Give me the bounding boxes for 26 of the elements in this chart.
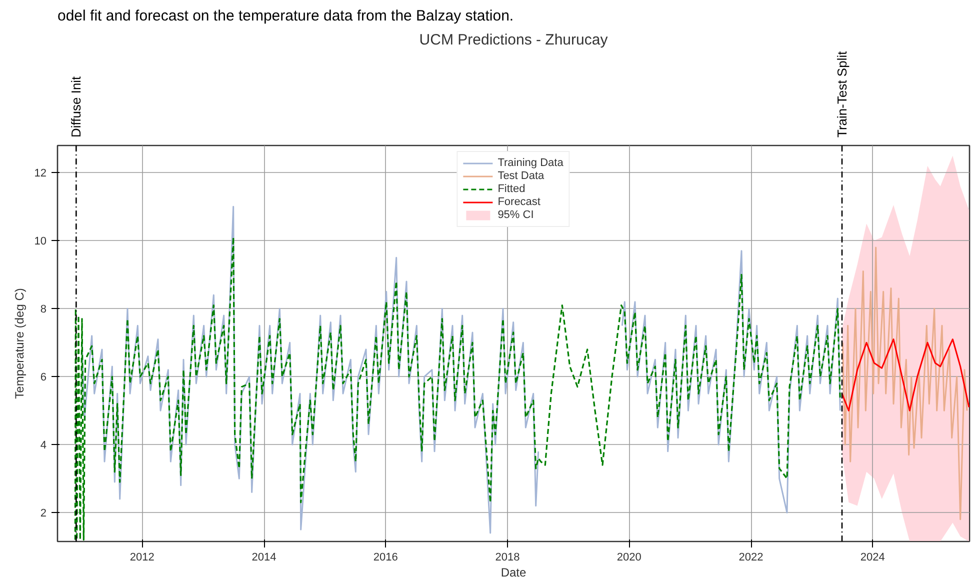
x-tick-label: 2014 xyxy=(252,552,276,564)
x-axis-title: Date xyxy=(500,566,526,580)
ref-line-label: Train-Test Split xyxy=(834,50,850,138)
y-tick-label: 2 xyxy=(40,508,47,520)
legend-label: Fitted xyxy=(498,183,526,195)
x-tick-label: 2022 xyxy=(738,552,764,564)
y-tick-label: 4 xyxy=(40,440,47,452)
y-tick-label: 6 xyxy=(40,372,47,384)
text: odel fit and forecast on the temperature data from the Balzay station. xyxy=(58,8,514,24)
legend-label: Training Data xyxy=(498,157,564,169)
y-axis-title: Temperature (deg C) xyxy=(12,288,26,399)
legend-label: 95% CI xyxy=(498,209,534,221)
x-tick-label: 2018 xyxy=(495,552,520,564)
line-series xyxy=(842,246,968,520)
legend-label: Forecast xyxy=(498,196,540,208)
y-tick-label: 8 xyxy=(40,304,47,316)
x-tick-label: 2016 xyxy=(373,552,398,564)
line-series xyxy=(841,338,970,412)
x-tick-label: 2020 xyxy=(616,552,642,564)
y-tick-label: 12 xyxy=(34,168,47,180)
x-tick-label: 2012 xyxy=(130,552,154,564)
x-tick-label: 2024 xyxy=(860,552,885,564)
ref-line-label: Diffuse Init xyxy=(68,76,84,138)
y-tick-label: 10 xyxy=(34,236,47,248)
legend-label: Test Data xyxy=(498,170,544,182)
chart-title: UCM Predictions - Zhurucay xyxy=(419,32,608,48)
